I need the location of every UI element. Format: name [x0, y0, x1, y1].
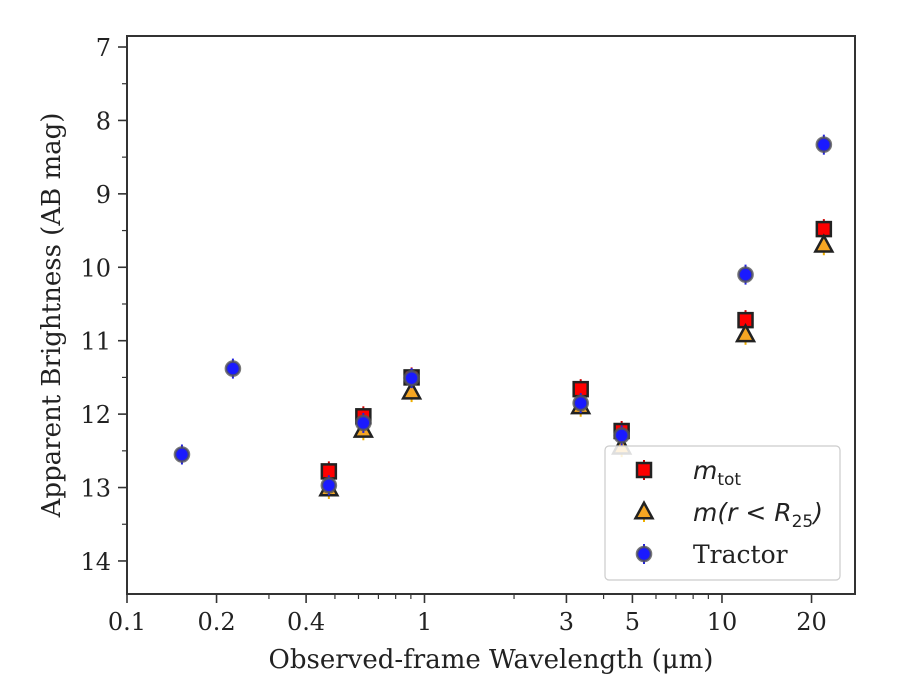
x-tick-label: 10: [707, 608, 738, 636]
tractor-point: [613, 427, 630, 444]
y-tick-label: 8: [96, 107, 111, 135]
y-tick-label: 11: [80, 328, 111, 356]
data-marks: [173, 134, 835, 500]
tractor-point: [572, 394, 589, 412]
x-tick-label: 20: [796, 608, 827, 636]
legend-label: Tractor: [693, 540, 788, 569]
y-tick-label: 10: [80, 254, 111, 282]
legend-tractor-marker: [635, 545, 653, 563]
legend-m-r25-marker: [633, 500, 655, 520]
legend-mtot-marker: [635, 461, 653, 479]
x-tick-label: 0.4: [287, 608, 325, 636]
m-r25-point: [813, 233, 835, 253]
plot-frame: [126, 35, 856, 595]
m-r25-point: [734, 322, 757, 343]
y-tick-label: 9: [96, 181, 111, 209]
x-tick-label: 0.2: [197, 608, 235, 636]
tractor-point: [224, 360, 242, 377]
x-tick-label: 3: [559, 608, 574, 636]
x-axis-label: Observed-frame Wavelength (μm): [269, 645, 714, 675]
legend: mtot m(r < R25) Tractor: [604, 445, 841, 581]
m-r25-point: [400, 380, 423, 400]
legend-box: [604, 445, 841, 581]
legend-label: mtot: [693, 456, 741, 490]
tractor-point: [320, 477, 338, 494]
tractor-point: [355, 414, 372, 432]
tractor-point: [737, 266, 754, 283]
tractor-point: [403, 369, 420, 387]
tractor-point: [815, 136, 833, 153]
y-tick-label: 14: [80, 548, 111, 576]
x-tick-label: 5: [625, 608, 640, 636]
legend-label: m(r < R25): [693, 498, 823, 532]
y-tick-label: 7: [96, 34, 111, 62]
y-axis-label: Apparent Brightness (AB mag): [37, 113, 67, 519]
y-tick-label: 13: [80, 475, 111, 503]
tractor-point: [173, 446, 191, 463]
x-tick-label: 0.1: [108, 608, 146, 636]
x-tick-label: 1: [417, 608, 432, 636]
y-tick-label: 12: [80, 401, 111, 429]
